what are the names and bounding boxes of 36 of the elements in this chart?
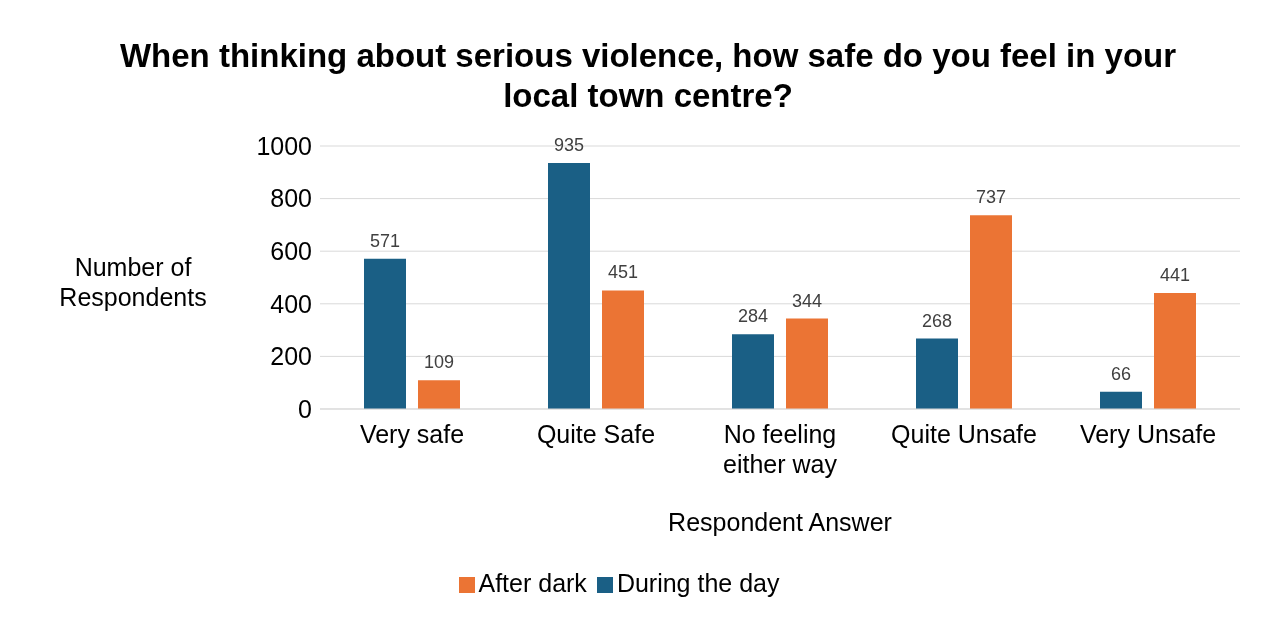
bar: [786, 318, 828, 409]
y-tick-label: 1000: [256, 131, 312, 160]
bar: [418, 380, 460, 409]
bar: [1100, 391, 1142, 409]
x-tick-label: Very safe: [359, 420, 465, 448]
y-axis-title: Number of Respondents: [58, 252, 208, 312]
bar: [602, 290, 644, 409]
y-tick-label: 600: [270, 237, 312, 266]
data-label: 284: [737, 306, 769, 327]
data-label: 109: [423, 352, 455, 373]
bar: [548, 163, 590, 409]
y-tick-label: 0: [298, 394, 312, 423]
data-label: 441: [1159, 265, 1191, 286]
data-label: 268: [921, 310, 953, 331]
legend-label: After dark: [478, 569, 587, 597]
y-tick-label: 200: [270, 342, 312, 371]
data-label: 66: [1110, 363, 1132, 384]
x-tick-label: No feeling either way: [723, 420, 838, 478]
bar: [1154, 293, 1196, 409]
data-label: 737: [975, 187, 1007, 208]
data-label: 451: [607, 262, 639, 283]
x-tick-label: Quite Safe: [536, 420, 656, 448]
x-tick-label: Quite Unsafe: [891, 420, 1037, 448]
x-tick-label: Very Unsafe: [1079, 420, 1217, 448]
chart-title: When thinking about serious violence, how safe do you feel in your local town centre?: [118, 36, 1178, 116]
bar: [916, 338, 958, 409]
bar: [364, 258, 406, 409]
y-tick-label: 800: [270, 184, 312, 213]
data-label: 571: [369, 230, 401, 251]
data-label: 935: [553, 135, 585, 156]
data-label: 344: [791, 290, 823, 311]
x-axis-title: Respondent Answer: [667, 508, 893, 537]
y-tick-label: 400: [270, 289, 312, 318]
bar: [970, 215, 1012, 409]
legend-label: During the day: [616, 569, 780, 597]
bar: [732, 334, 774, 409]
